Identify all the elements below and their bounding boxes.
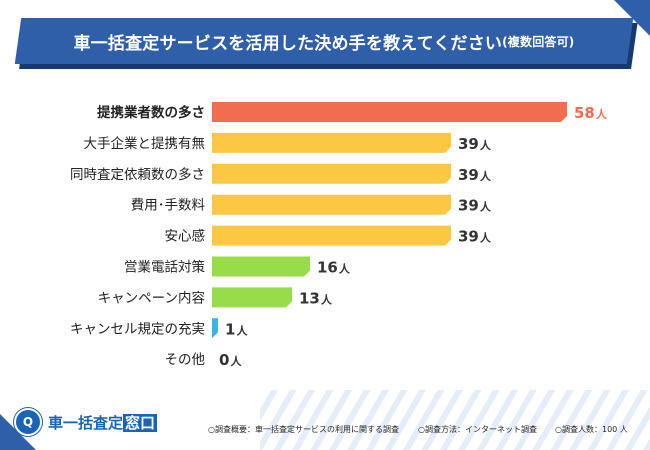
- data-label-value: 58: [574, 104, 595, 122]
- brand-logo-highlight: 窓口: [123, 413, 158, 432]
- category-label: その他: [165, 352, 206, 368]
- category-label: 提携業者数の多さ: [97, 104, 205, 121]
- category-label: 営業電話対策: [124, 259, 205, 276]
- bar: [212, 194, 451, 215]
- data-label-unit: 人: [480, 200, 492, 214]
- data-label-unit: 人: [236, 323, 248, 337]
- chart-title-main: 車一括査定サービスを活用した決め手を教えてください: [73, 33, 503, 54]
- bar: [212, 163, 451, 184]
- chart-title-note: (複数回答可): [502, 34, 575, 49]
- bar: [212, 102, 567, 122]
- data-label: 13人: [299, 289, 333, 307]
- brand-logo-main: 車一括査定: [48, 413, 124, 432]
- category-label: 費用･手数料: [131, 198, 206, 214]
- bar: [212, 287, 292, 308]
- footnote-survey-overview: ○調査概要：車一括査定サービスの利用に関する調査: [208, 425, 399, 434]
- data-label-unit: 人: [230, 354, 242, 368]
- data-label-unit: 人: [480, 231, 492, 245]
- data-label-value: 0: [219, 351, 229, 369]
- category-label: 同時査定依頼数の多さ: [70, 166, 205, 183]
- data-label-unit: 人: [596, 107, 608, 121]
- data-label: 39人: [458, 197, 492, 215]
- category-label: キャンセル規定の充実: [70, 321, 205, 337]
- data-label: 39人: [458, 228, 492, 246]
- data-label-value: 13: [299, 289, 320, 307]
- bar: [212, 318, 218, 339]
- bar: [212, 132, 451, 153]
- brand-logo: Q 車一括査定 窓口: [14, 408, 161, 436]
- data-label-value: 16: [317, 259, 338, 277]
- data-label-unit: 人: [480, 169, 492, 183]
- data-label: 0人: [219, 351, 242, 369]
- bar: [212, 225, 451, 246]
- data-label: 16人: [317, 259, 351, 277]
- bar: [212, 256, 310, 277]
- data-label: 1人: [225, 320, 248, 338]
- car-search-icon: Q: [14, 408, 42, 436]
- data-label: 58人: [574, 104, 608, 122]
- data-label-unit: 人: [480, 138, 492, 152]
- brand-logo-text: 車一括査定 窓口: [45, 411, 161, 433]
- chart-title: 車一括査定サービスを活用した決め手を教えてください (複数回答可): [18, 18, 630, 64]
- category-label: キャンペーン内容: [98, 289, 205, 306]
- stripe-decoration: [260, 390, 650, 450]
- category-label: 安心感: [165, 228, 206, 245]
- data-label-value: 39: [458, 228, 479, 246]
- data-label-value: 39: [458, 197, 479, 215]
- data-label-unit: 人: [339, 262, 351, 276]
- data-label: 39人: [458, 166, 492, 184]
- data-label-value: 39: [458, 135, 479, 153]
- data-label: 39人: [458, 135, 492, 153]
- footnote-survey-method: ○調査方法：インターネット調査: [418, 425, 537, 434]
- category-label: 大手企業と提携有無: [84, 135, 206, 152]
- data-label-unit: 人: [321, 292, 333, 306]
- footnote-survey-count: ○調査人数：100 人: [555, 425, 628, 434]
- data-label-value: 1: [225, 320, 235, 338]
- data-label-value: 39: [458, 166, 479, 184]
